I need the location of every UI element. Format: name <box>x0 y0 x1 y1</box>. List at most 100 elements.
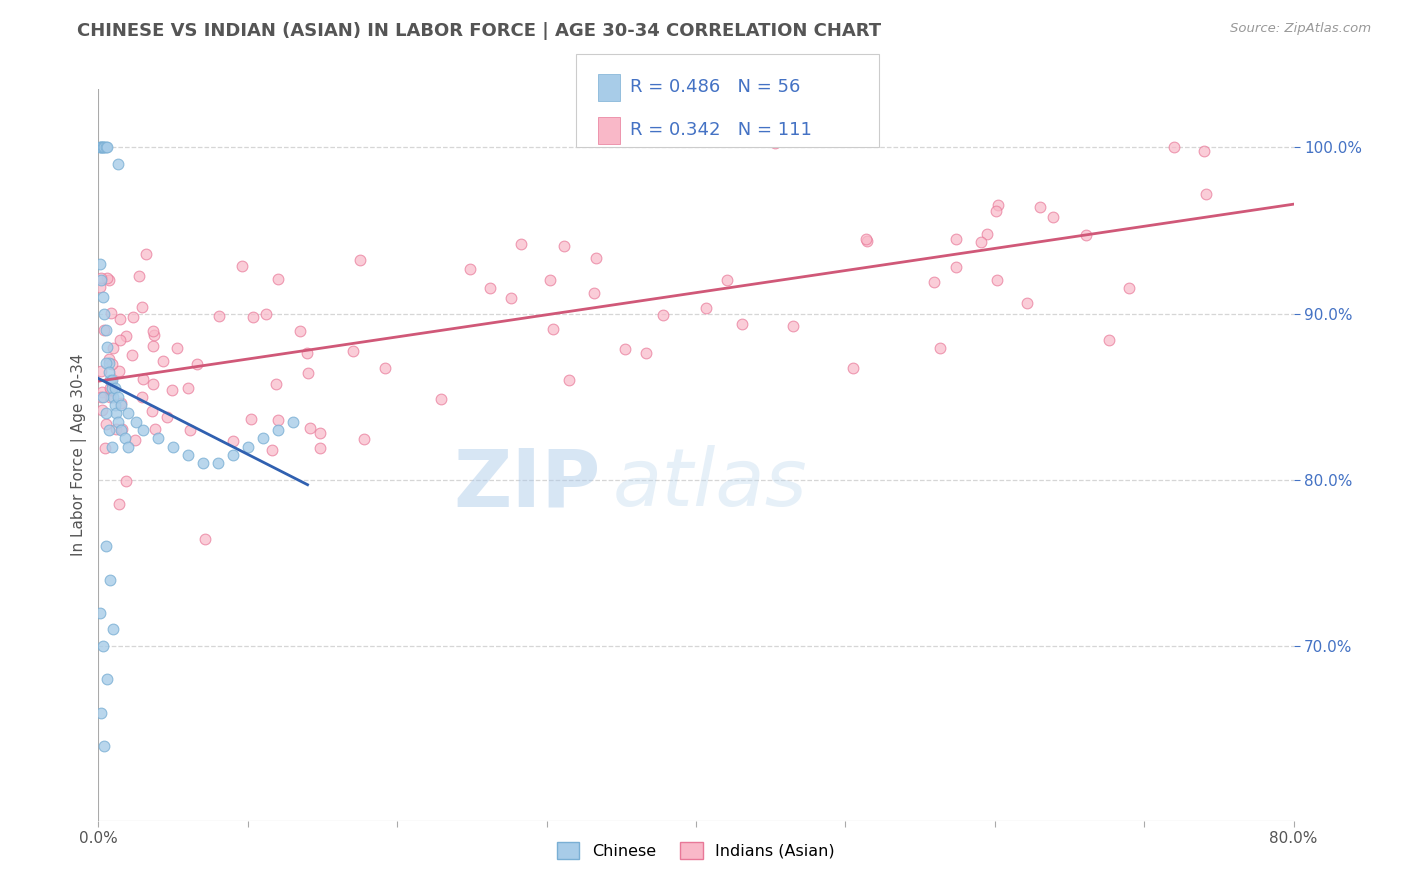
Point <box>96 417 118 432</box>
Point <box>176 381 198 395</box>
Point <box>297 366 319 380</box>
Point <box>744 132 766 146</box>
Point <box>1195 187 1218 202</box>
Point <box>135 247 157 261</box>
Point <box>262 442 284 457</box>
Point <box>207 456 229 470</box>
Point <box>142 339 165 353</box>
Point <box>1015 296 1038 310</box>
Point <box>538 273 561 287</box>
Point <box>90 273 112 287</box>
Point <box>93 441 115 455</box>
Point <box>922 276 945 290</box>
Point <box>267 413 290 427</box>
Point <box>478 281 501 295</box>
Point <box>553 239 575 253</box>
Text: CHINESE VS INDIAN (ASIAN) IN LABOR FORCE | AGE 30-34 CORRELATION CHART: CHINESE VS INDIAN (ASIAN) IN LABOR FORCE… <box>77 22 882 40</box>
Point <box>142 324 165 338</box>
Point <box>114 431 136 445</box>
Point <box>374 360 396 375</box>
Point <box>128 269 150 284</box>
Point <box>101 373 124 387</box>
Point <box>93 307 115 321</box>
Point <box>856 234 879 248</box>
Point <box>298 421 321 435</box>
Point <box>96 340 118 354</box>
Point <box>107 390 129 404</box>
Text: ZIP: ZIP <box>453 445 600 524</box>
Point <box>91 140 114 154</box>
Point <box>97 273 120 287</box>
Point <box>91 385 114 400</box>
Point <box>91 402 114 417</box>
Point <box>236 440 259 454</box>
Point <box>945 260 967 275</box>
Point <box>125 415 148 429</box>
Point <box>97 423 120 437</box>
Point <box>142 376 165 391</box>
Point <box>186 357 208 371</box>
Point <box>90 706 112 720</box>
Point <box>222 434 245 449</box>
Point <box>267 272 290 286</box>
Point <box>1028 200 1050 214</box>
Point <box>177 448 200 462</box>
Point <box>309 441 332 455</box>
Text: Source: ZipAtlas.com: Source: ZipAtlas.com <box>1230 22 1371 36</box>
Point <box>89 271 111 285</box>
Point <box>108 498 131 512</box>
Point <box>107 415 129 429</box>
Point <box>90 364 112 378</box>
Point <box>100 390 122 404</box>
Point <box>349 253 371 268</box>
Point <box>111 421 134 435</box>
Point <box>98 573 122 587</box>
Point <box>107 157 129 171</box>
Point <box>976 227 998 242</box>
Point <box>131 300 153 314</box>
Point <box>101 341 124 355</box>
Point <box>295 345 318 359</box>
Point <box>98 373 122 387</box>
Point <box>110 395 132 409</box>
Point <box>541 321 564 335</box>
Point <box>763 136 786 150</box>
Point <box>132 372 155 386</box>
Point <box>104 381 127 395</box>
Point <box>855 231 877 245</box>
Point <box>91 290 114 304</box>
Point <box>117 440 139 454</box>
Point <box>96 140 118 154</box>
Point <box>89 257 111 271</box>
Point <box>97 352 120 367</box>
Point <box>716 273 738 287</box>
Point <box>94 356 117 370</box>
Point <box>110 423 132 437</box>
Point <box>842 361 865 376</box>
Point <box>97 356 120 370</box>
Point <box>91 390 114 404</box>
Point <box>162 440 184 454</box>
Point <box>1192 144 1215 158</box>
Point <box>89 280 111 294</box>
Point <box>100 357 122 371</box>
Point <box>986 273 1008 287</box>
Point <box>94 406 117 420</box>
Y-axis label: In Labor Force | Age 30-34: In Labor Force | Age 30-34 <box>72 353 87 557</box>
Point <box>143 328 166 343</box>
Point <box>141 404 163 418</box>
Point <box>179 423 201 437</box>
Point <box>152 354 174 368</box>
Point <box>122 310 145 325</box>
Point <box>117 406 139 420</box>
Point <box>89 140 111 154</box>
Point <box>222 448 245 462</box>
Point <box>458 262 481 277</box>
Point <box>104 398 127 412</box>
Point <box>558 373 581 387</box>
Point <box>110 398 132 412</box>
Point <box>124 433 146 447</box>
Point <box>353 432 375 446</box>
Point <box>970 235 993 249</box>
Point <box>121 347 143 361</box>
